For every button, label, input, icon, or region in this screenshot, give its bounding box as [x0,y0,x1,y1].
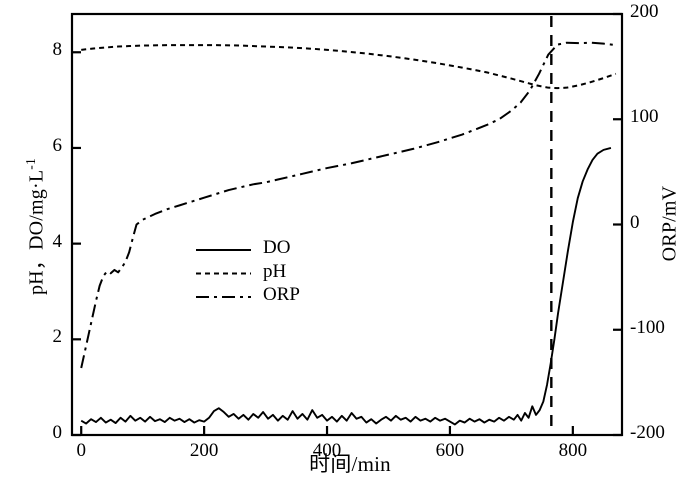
y-right-tick-label-100: 100 [630,106,659,128]
x-tick-label-0: 0 [76,440,86,461]
y-left-tick-label-0: 0 [52,422,63,443]
series-line-ph [81,44,617,90]
y-right-tick-label--200: -200 [630,422,665,443]
y-right-ticks [613,12,622,437]
legend-sample-lines [196,249,251,298]
x-tick-label-800: 800 [558,440,588,461]
plot-frame [70,12,624,437]
legend-label-orp: ORP [263,284,300,305]
x-tick-label-600: 600 [435,440,465,461]
y-right-tick-label--100: -100 [630,316,665,338]
y-right-tick-label-0: 0 [630,211,640,233]
y-left-tick-label-4: 4 [52,230,63,252]
x-tick-label-200: 200 [189,440,219,461]
x-axis-title: 时间/min [309,452,391,476]
series-line-do [80,147,612,426]
y-right-tick-label-200: 200 [630,1,659,22]
x-ticks [80,426,574,435]
data-series-group [80,41,617,426]
y-left-tick-label-2: 2 [52,326,63,348]
y-left-tick-label-6: 6 [52,134,63,156]
y-left-axis-title-exponent: -1 [22,157,38,170]
legend-label-ph: pH [263,260,287,282]
legend-label-do: DO [263,237,291,258]
y-left-tick-label-8: 8 [52,39,63,61]
y-left-ticks [72,51,81,437]
series-line-orp [80,41,616,369]
x-tick-label-400: 400 [312,440,342,461]
